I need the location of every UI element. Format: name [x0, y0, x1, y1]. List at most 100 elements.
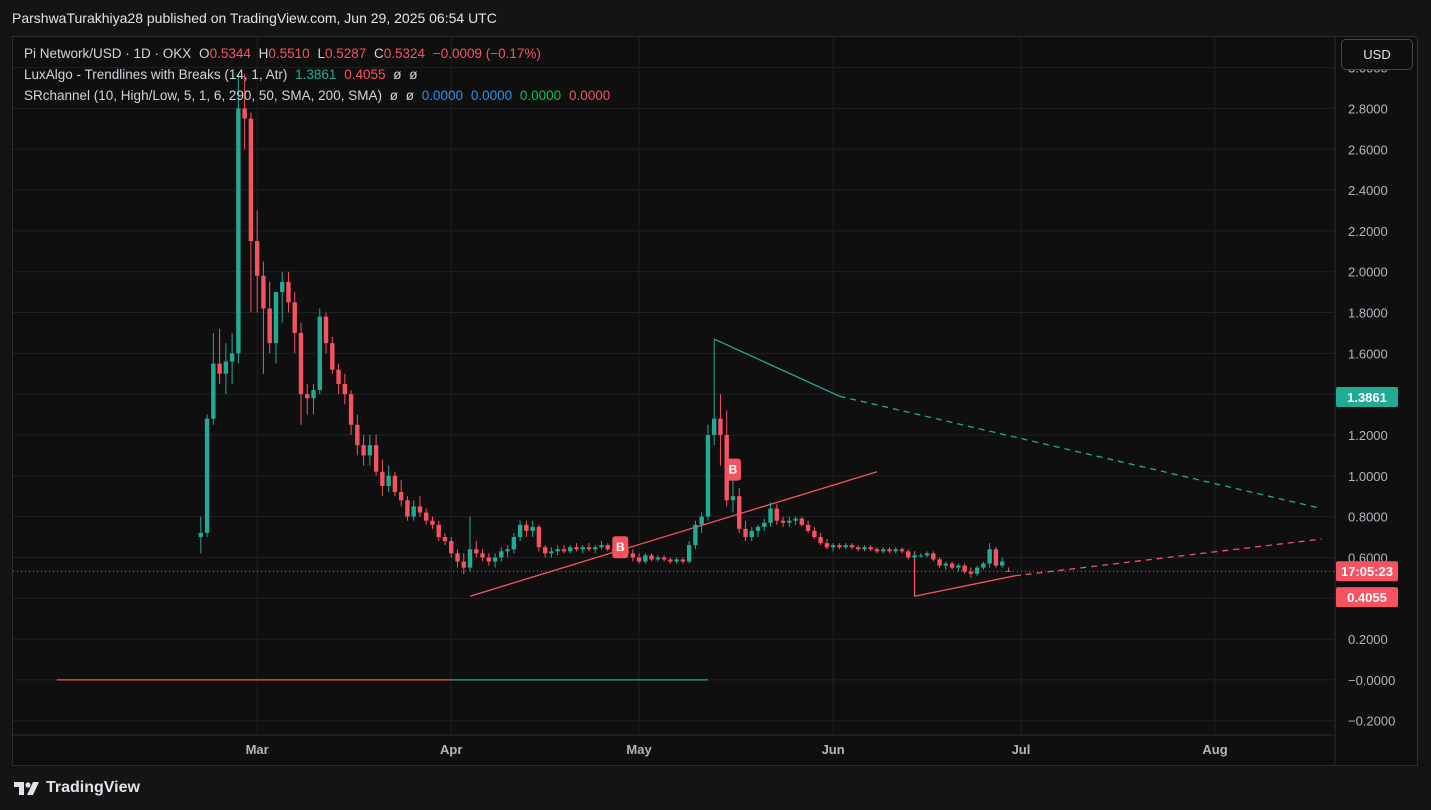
candle-body[interactable]: [712, 418, 717, 435]
candle-body[interactable]: [730, 496, 736, 501]
break-marker-badge[interactable]: [612, 536, 629, 559]
candle-body[interactable]: [336, 369, 341, 384]
candle-body[interactable]: [906, 551, 911, 558]
candle-body[interactable]: [887, 549, 892, 552]
candle-body[interactable]: [361, 445, 366, 456]
candle-body[interactable]: [718, 418, 723, 435]
candle-body[interactable]: [1006, 570, 1011, 572]
candle-body[interactable]: [881, 549, 886, 552]
candle-body[interactable]: [643, 555, 648, 562]
candle-body[interactable]: [549, 551, 554, 554]
candle-body[interactable]: [555, 549, 560, 552]
candle-body[interactable]: [380, 471, 385, 487]
candle-body[interactable]: [605, 545, 610, 550]
candle-body[interactable]: [949, 563, 955, 568]
candle-body[interactable]: [661, 557, 667, 560]
candle-body[interactable]: [799, 518, 805, 525]
symbol-title[interactable]: Pi Network/USD · 1D · OKX: [24, 46, 192, 61]
candle-body[interactable]: [812, 530, 817, 538]
candle-body[interactable]: [367, 445, 373, 456]
candle-body[interactable]: [987, 549, 992, 564]
candle-body[interactable]: [636, 557, 642, 562]
candle-body[interactable]: [492, 557, 498, 562]
candle-body[interactable]: [424, 512, 429, 521]
candle-body[interactable]: [480, 553, 485, 558]
candle-body[interactable]: [762, 522, 767, 527]
candle-body[interactable]: [655, 557, 661, 560]
candle-body[interactable]: [981, 563, 986, 568]
trendline[interactable]: [713, 338, 840, 397]
candle-body[interactable]: [449, 541, 454, 554]
candle-body[interactable]: [405, 500, 410, 517]
candle-body[interactable]: [223, 361, 229, 374]
candle-body[interactable]: [630, 553, 635, 558]
candle-body[interactable]: [774, 508, 779, 521]
candle-body[interactable]: [937, 559, 942, 566]
candle-body[interactable]: [805, 524, 811, 531]
srchannel-name[interactable]: SRchannel (10, High/Low, 5, 1, 6, 290, 5…: [24, 88, 382, 103]
candle-body[interactable]: [530, 526, 535, 531]
candle-body[interactable]: [943, 563, 949, 566]
candle-body[interactable]: [843, 545, 848, 548]
break-marker-badge[interactable]: [724, 458, 741, 481]
tradingview-brand[interactable]: TradingView: [14, 779, 140, 797]
candle-body[interactable]: [524, 524, 529, 531]
candle-body[interactable]: [931, 553, 936, 560]
trendline[interactable]: [914, 575, 1015, 597]
candle-body[interactable]: [862, 547, 867, 550]
candle-body[interactable]: [261, 275, 266, 309]
candle-body[interactable]: [768, 508, 773, 523]
candle-body[interactable]: [229, 353, 235, 362]
candle-body[interactable]: [674, 559, 679, 562]
candle-body[interactable]: [392, 475, 398, 493]
candle-body[interactable]: [398, 492, 404, 501]
candle-body[interactable]: [198, 532, 204, 538]
luxalgo-legend[interactable]: LuxAlgo - Trendlines with Breaks (14, 1,…: [24, 67, 422, 82]
candle-body[interactable]: [511, 537, 517, 550]
candle-body[interactable]: [242, 108, 247, 119]
candle-body[interactable]: [204, 418, 210, 533]
candle-body[interactable]: [499, 551, 504, 558]
candle-body[interactable]: [386, 475, 391, 487]
candle-body[interactable]: [254, 241, 260, 276]
candle-body[interactable]: [649, 555, 654, 560]
candle-body[interactable]: [924, 553, 930, 556]
candle-body[interactable]: [737, 496, 742, 529]
candle-body[interactable]: [824, 543, 830, 548]
candle-body[interactable]: [899, 549, 905, 552]
candle-body[interactable]: [755, 526, 761, 531]
currency-button[interactable]: USD: [1341, 39, 1413, 70]
candle-body[interactable]: [593, 547, 598, 550]
trendline[interactable]: [839, 395, 1322, 510]
candle-body[interactable]: [286, 281, 291, 303]
candle-body[interactable]: [236, 108, 241, 354]
candle-body[interactable]: [317, 316, 322, 391]
candle-body[interactable]: [568, 547, 573, 552]
trendline[interactable]: [1014, 538, 1322, 577]
candle-body[interactable]: [461, 561, 466, 568]
candle-body[interactable]: [693, 524, 698, 546]
candle-body[interactable]: [780, 520, 786, 523]
candle-body[interactable]: [837, 545, 842, 548]
candle-body[interactable]: [599, 545, 604, 548]
candle-body[interactable]: [273, 292, 279, 344]
candle-body[interactable]: [574, 547, 579, 550]
chart-panel[interactable]: [12, 36, 1418, 766]
candle-body[interactable]: [442, 537, 448, 542]
candle-body[interactable]: [298, 332, 304, 395]
candle-body[interactable]: [974, 567, 980, 574]
candle-body[interactable]: [868, 547, 873, 550]
candle-body[interactable]: [217, 363, 222, 374]
srchannel-legend[interactable]: SRchannel (10, High/Low, 5, 1, 6, 290, 5…: [24, 88, 614, 103]
candle-body[interactable]: [793, 518, 798, 521]
candle-body[interactable]: [348, 394, 354, 425]
candle-body[interactable]: [918, 555, 923, 557]
candle-body[interactable]: [855, 547, 861, 550]
candle-body[interactable]: [743, 528, 748, 538]
candle-body[interactable]: [787, 520, 792, 523]
candle-body[interactable]: [355, 424, 360, 446]
candle-body[interactable]: [999, 561, 1005, 566]
candle-body[interactable]: [956, 565, 961, 568]
candle-body[interactable]: [680, 559, 686, 562]
